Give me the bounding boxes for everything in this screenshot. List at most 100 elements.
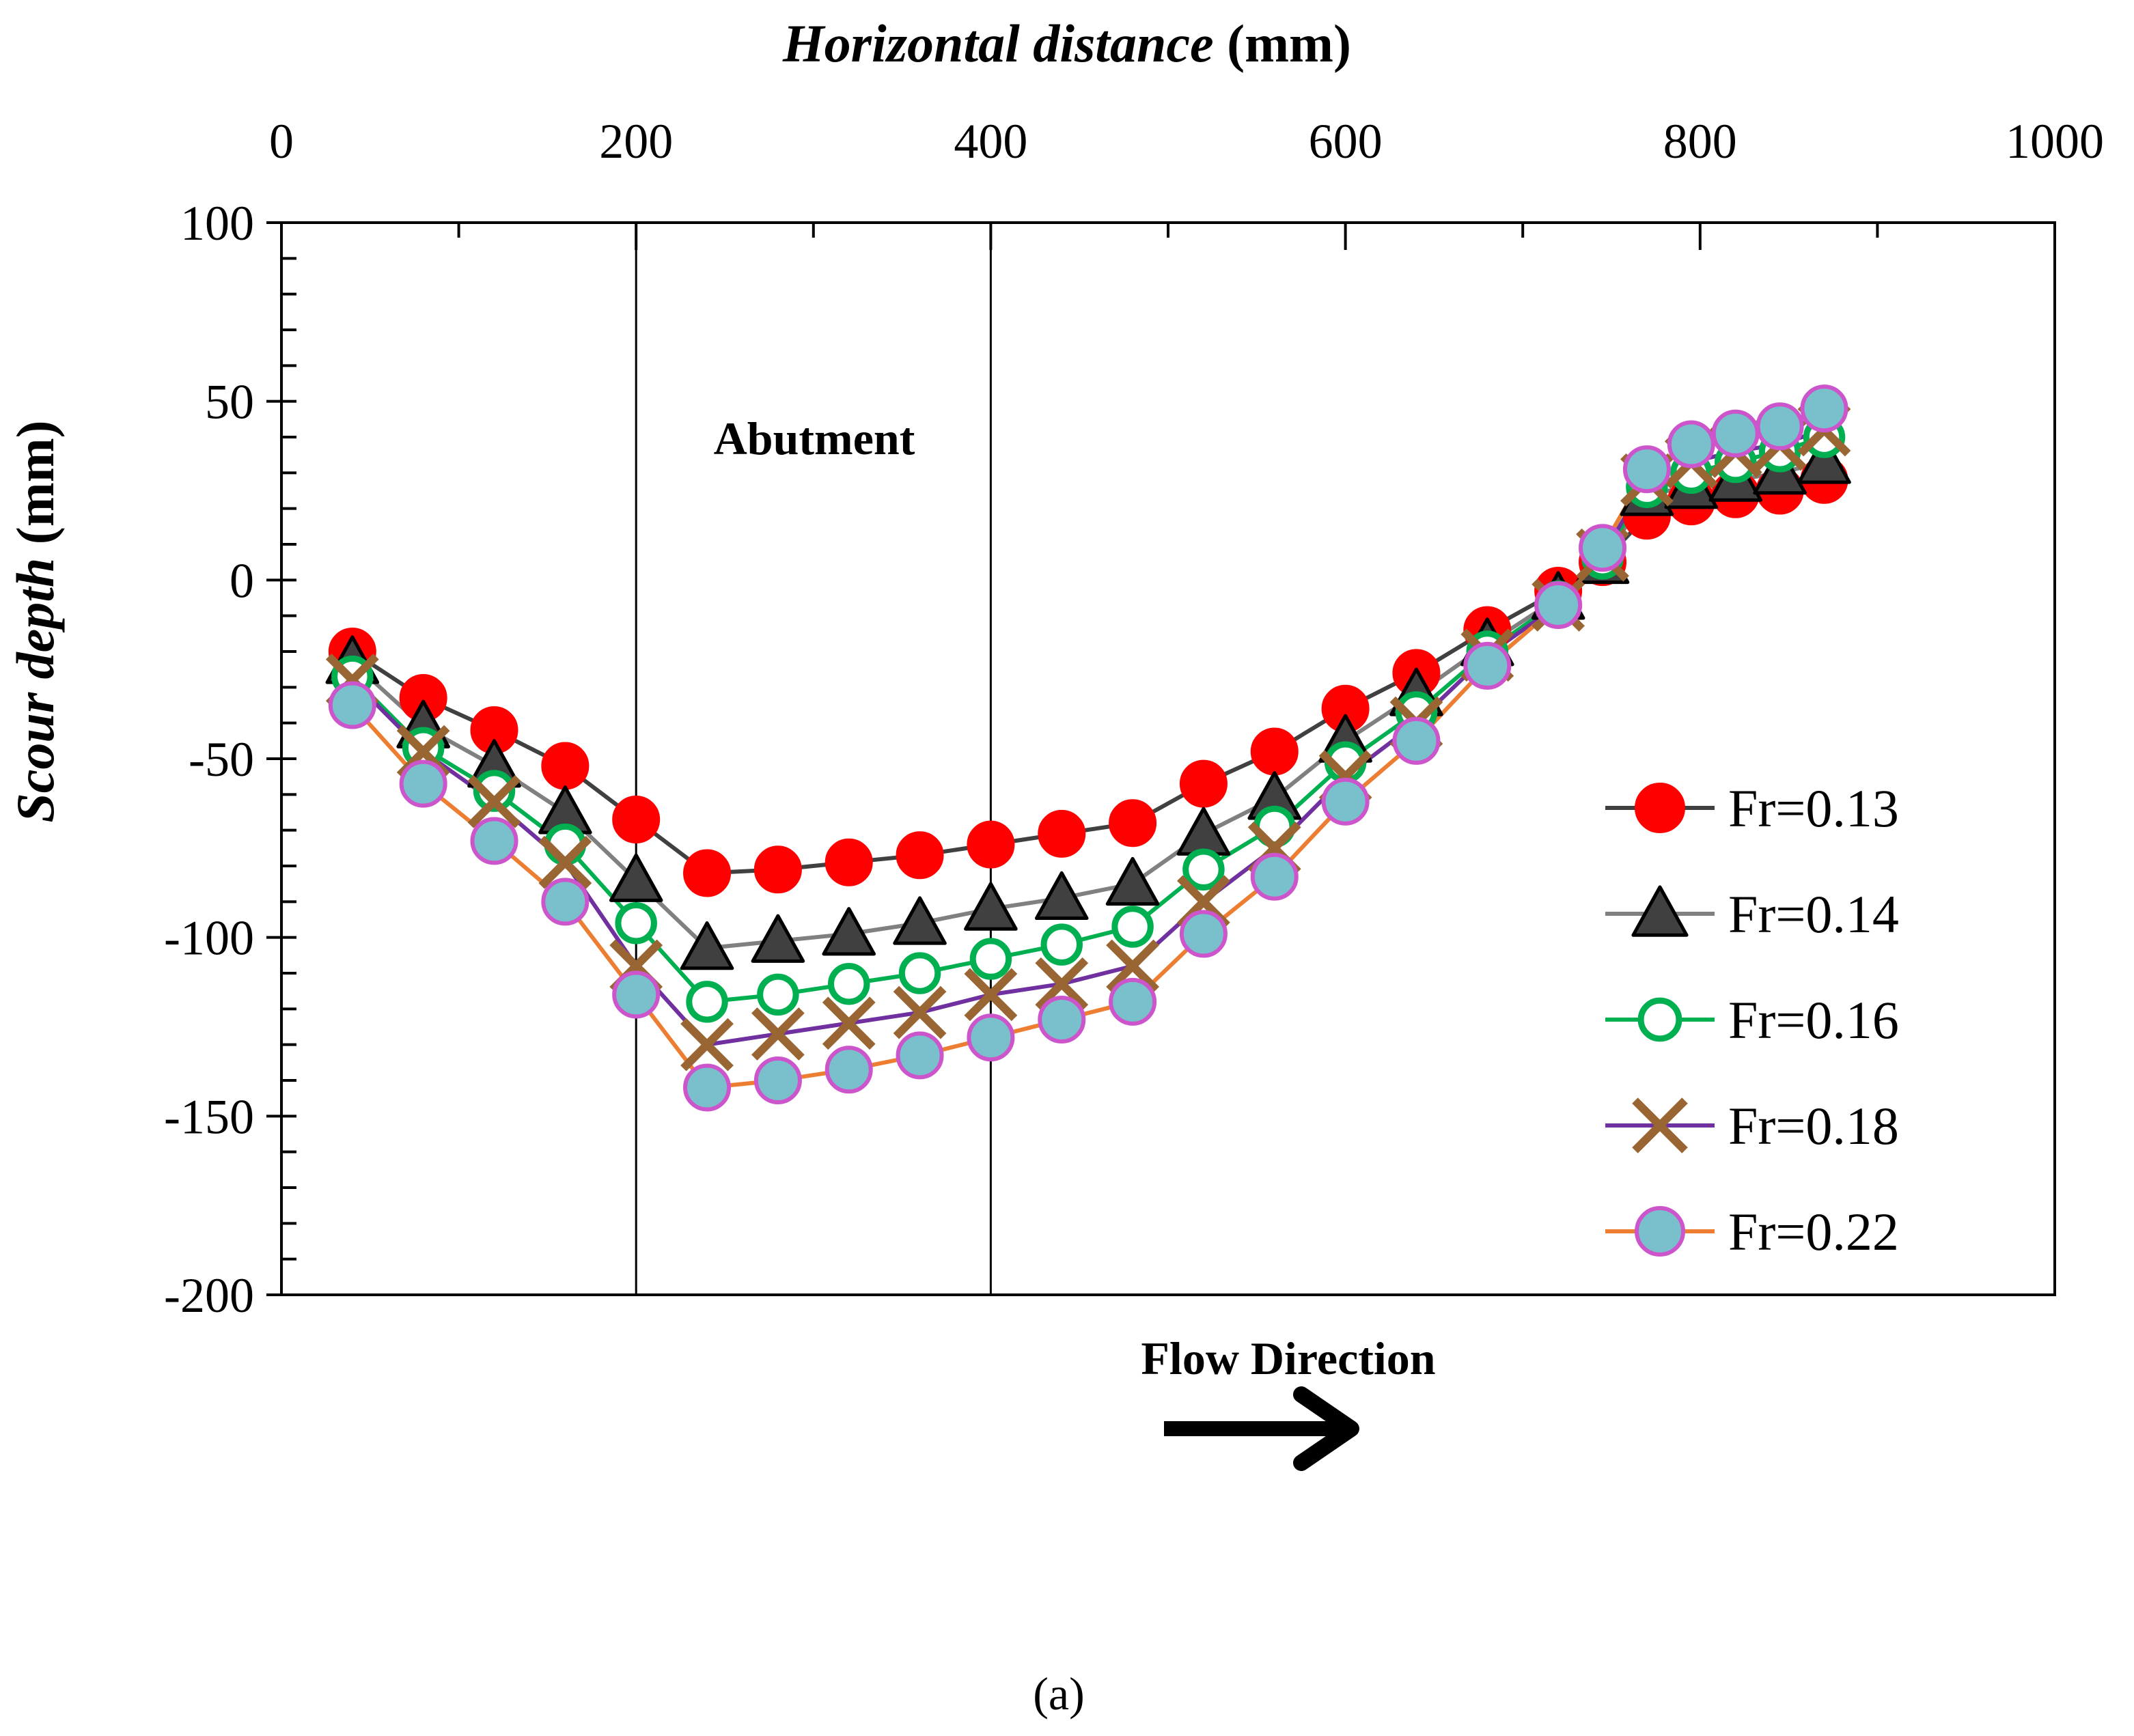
data-point-s4-p2: [470, 817, 518, 865]
data-point-s3-p3-stroke-b: [538, 835, 592, 889]
data-point-s3-p11-stroke-b: [1106, 939, 1159, 993]
y-tick-label-0: 0: [230, 553, 254, 608]
data-point-s4-p19: [1622, 445, 1671, 494]
series-line-3: [350, 428, 1825, 1047]
y-tick-labels: 100 50 0 -50 -100 -150 -200: [164, 196, 254, 1323]
data-point-s4-p0: [328, 681, 376, 729]
data-point-s3-p6: [751, 1007, 805, 1061]
data-point-s3-p10: [1035, 957, 1089, 1011]
y-axis-title-italic: Scour depth: [5, 558, 65, 823]
legend-entry-0: Fr=0.13: [1605, 779, 1899, 838]
data-point-s3-p9-stroke-b: [964, 968, 1018, 1022]
data-point-s3-p6-stroke-b: [751, 1007, 805, 1061]
legend-entry-3: Fr=0.18: [1605, 1096, 1899, 1156]
series-markers-3: [325, 403, 1851, 1072]
data-point-s2-p2: [473, 770, 516, 812]
legend-marker-3: [1632, 1097, 1688, 1153]
series-markers: [325, 384, 1851, 1112]
x-tick-labels: 0 200 400 600 800 1000: [269, 114, 2104, 169]
axis-ticks: [266, 221, 2056, 1296]
data-point-s4-p21: [1711, 409, 1760, 458]
x-tick-label-200: 200: [599, 114, 673, 169]
data-point-s0-p7: [824, 838, 873, 886]
data-point-s2-p10: [1040, 923, 1083, 966]
y-tick-label-50: 50: [205, 375, 254, 430]
flow-direction-label: Flow Direction: [1141, 1332, 1435, 1384]
x-tick-label-600: 600: [1309, 114, 1383, 169]
data-point-s3-p8-stroke-b: [893, 985, 947, 1039]
y-tick-label--100: -100: [164, 911, 254, 966]
data-point-s0-p9: [967, 820, 1015, 869]
data-point-s4-p15: [1392, 716, 1441, 765]
x-axis-title: Horizontal distance (mm): [782, 14, 1351, 73]
data-point-s3-p2-stroke-b: [467, 774, 521, 828]
data-point-s4-p18: [1579, 524, 1627, 572]
data-point-s4-p4: [612, 970, 661, 1019]
figure-caption: (a): [1033, 1668, 1084, 1720]
data-point-s0-p8: [896, 831, 944, 880]
data-point-s4-p3: [541, 878, 590, 926]
data-point-s1-p7: [822, 907, 876, 956]
legend-label-3: Fr=0.18: [1728, 1096, 1899, 1156]
data-point-s1-p5: [680, 921, 734, 970]
data-point-s1-p11: [1105, 856, 1160, 906]
data-point-s2-p11: [1111, 906, 1154, 948]
legend-label-2: Fr=0.16: [1728, 990, 1899, 1050]
legend-entry-2: Fr=0.16: [1605, 990, 1899, 1050]
data-point-s4-p16: [1463, 641, 1512, 690]
x-tick-label-800: 800: [1663, 114, 1737, 169]
data-point-s3-p10-stroke-b: [1035, 957, 1089, 1011]
data-point-s0-p6: [753, 845, 802, 894]
y-tick-label--50: -50: [189, 732, 254, 787]
data-point-s4-p7: [824, 1046, 873, 1094]
abutment-label: Abutment: [714, 412, 915, 464]
y-tick-label--150: -150: [164, 1089, 254, 1144]
data-point-s3-p7-stroke-b: [822, 996, 876, 1050]
data-point-s1-p6: [751, 914, 805, 963]
x-tick-label-0: 0: [269, 114, 294, 169]
series-markers-2: [331, 416, 1846, 1023]
legend-label-1: Fr=0.14: [1728, 884, 1899, 944]
data-point-s2-p9: [969, 938, 1012, 980]
data-point-s4-p23: [1800, 384, 1848, 433]
data-point-s2-p12: [1182, 848, 1225, 891]
data-point-s3-p2: [467, 774, 521, 828]
data-point-s4-p5: [683, 1063, 732, 1112]
series-markers-4: [328, 384, 1848, 1112]
data-point-s0-p12: [1179, 759, 1228, 808]
x-tick-label-400: 400: [954, 114, 1027, 169]
legend-entry-1: Fr=0.14: [1605, 884, 1899, 944]
data-point-s3-p7: [822, 996, 876, 1050]
x-tick-label-1000: 1000: [2006, 114, 2104, 169]
legend-marker-0: [1635, 783, 1685, 833]
data-point-s4-p10: [1038, 996, 1086, 1044]
data-point-s4-p13: [1250, 852, 1299, 901]
abutment-boundary-lines: [635, 223, 992, 1295]
data-point-s0-p11: [1109, 799, 1157, 848]
data-point-s4-p12: [1179, 910, 1228, 958]
data-point-s3-p5: [680, 1018, 734, 1072]
legend-marker-4: [1635, 1206, 1685, 1257]
data-point-s1-p4: [609, 853, 663, 902]
legend-marker-1: [1631, 885, 1689, 937]
legend-label-4: Fr=0.22: [1728, 1202, 1899, 1261]
legend-marker-3-stroke-b: [1632, 1097, 1688, 1153]
data-point-s3-p9: [964, 968, 1018, 1022]
x-axis-title-unit: (mm): [1214, 14, 1351, 73]
data-point-s1-p8: [893, 896, 947, 945]
data-point-s2-p7: [827, 962, 870, 1005]
data-point-s0-p3: [541, 742, 590, 790]
y-tick-label--200: -200: [164, 1268, 254, 1323]
data-point-s4-p17: [1534, 580, 1583, 629]
data-point-s1-p10: [1034, 871, 1089, 921]
data-point-s1-p23: [1797, 435, 1851, 484]
data-point-s2-p6: [757, 973, 799, 1016]
legend-entry-4: Fr=0.22: [1605, 1202, 1899, 1261]
data-point-s0-p10: [1038, 809, 1086, 858]
legend: Fr=0.13 Fr=0.14 Fr=0.16 Fr=0.18 Fr=0.22: [1605, 779, 1899, 1261]
x-axis-title-italic: Horizontal distance: [782, 14, 1214, 73]
y-tick-label-100: 100: [180, 196, 254, 251]
data-point-s0-p5: [683, 849, 732, 897]
data-point-s1-p9: [964, 882, 1018, 931]
